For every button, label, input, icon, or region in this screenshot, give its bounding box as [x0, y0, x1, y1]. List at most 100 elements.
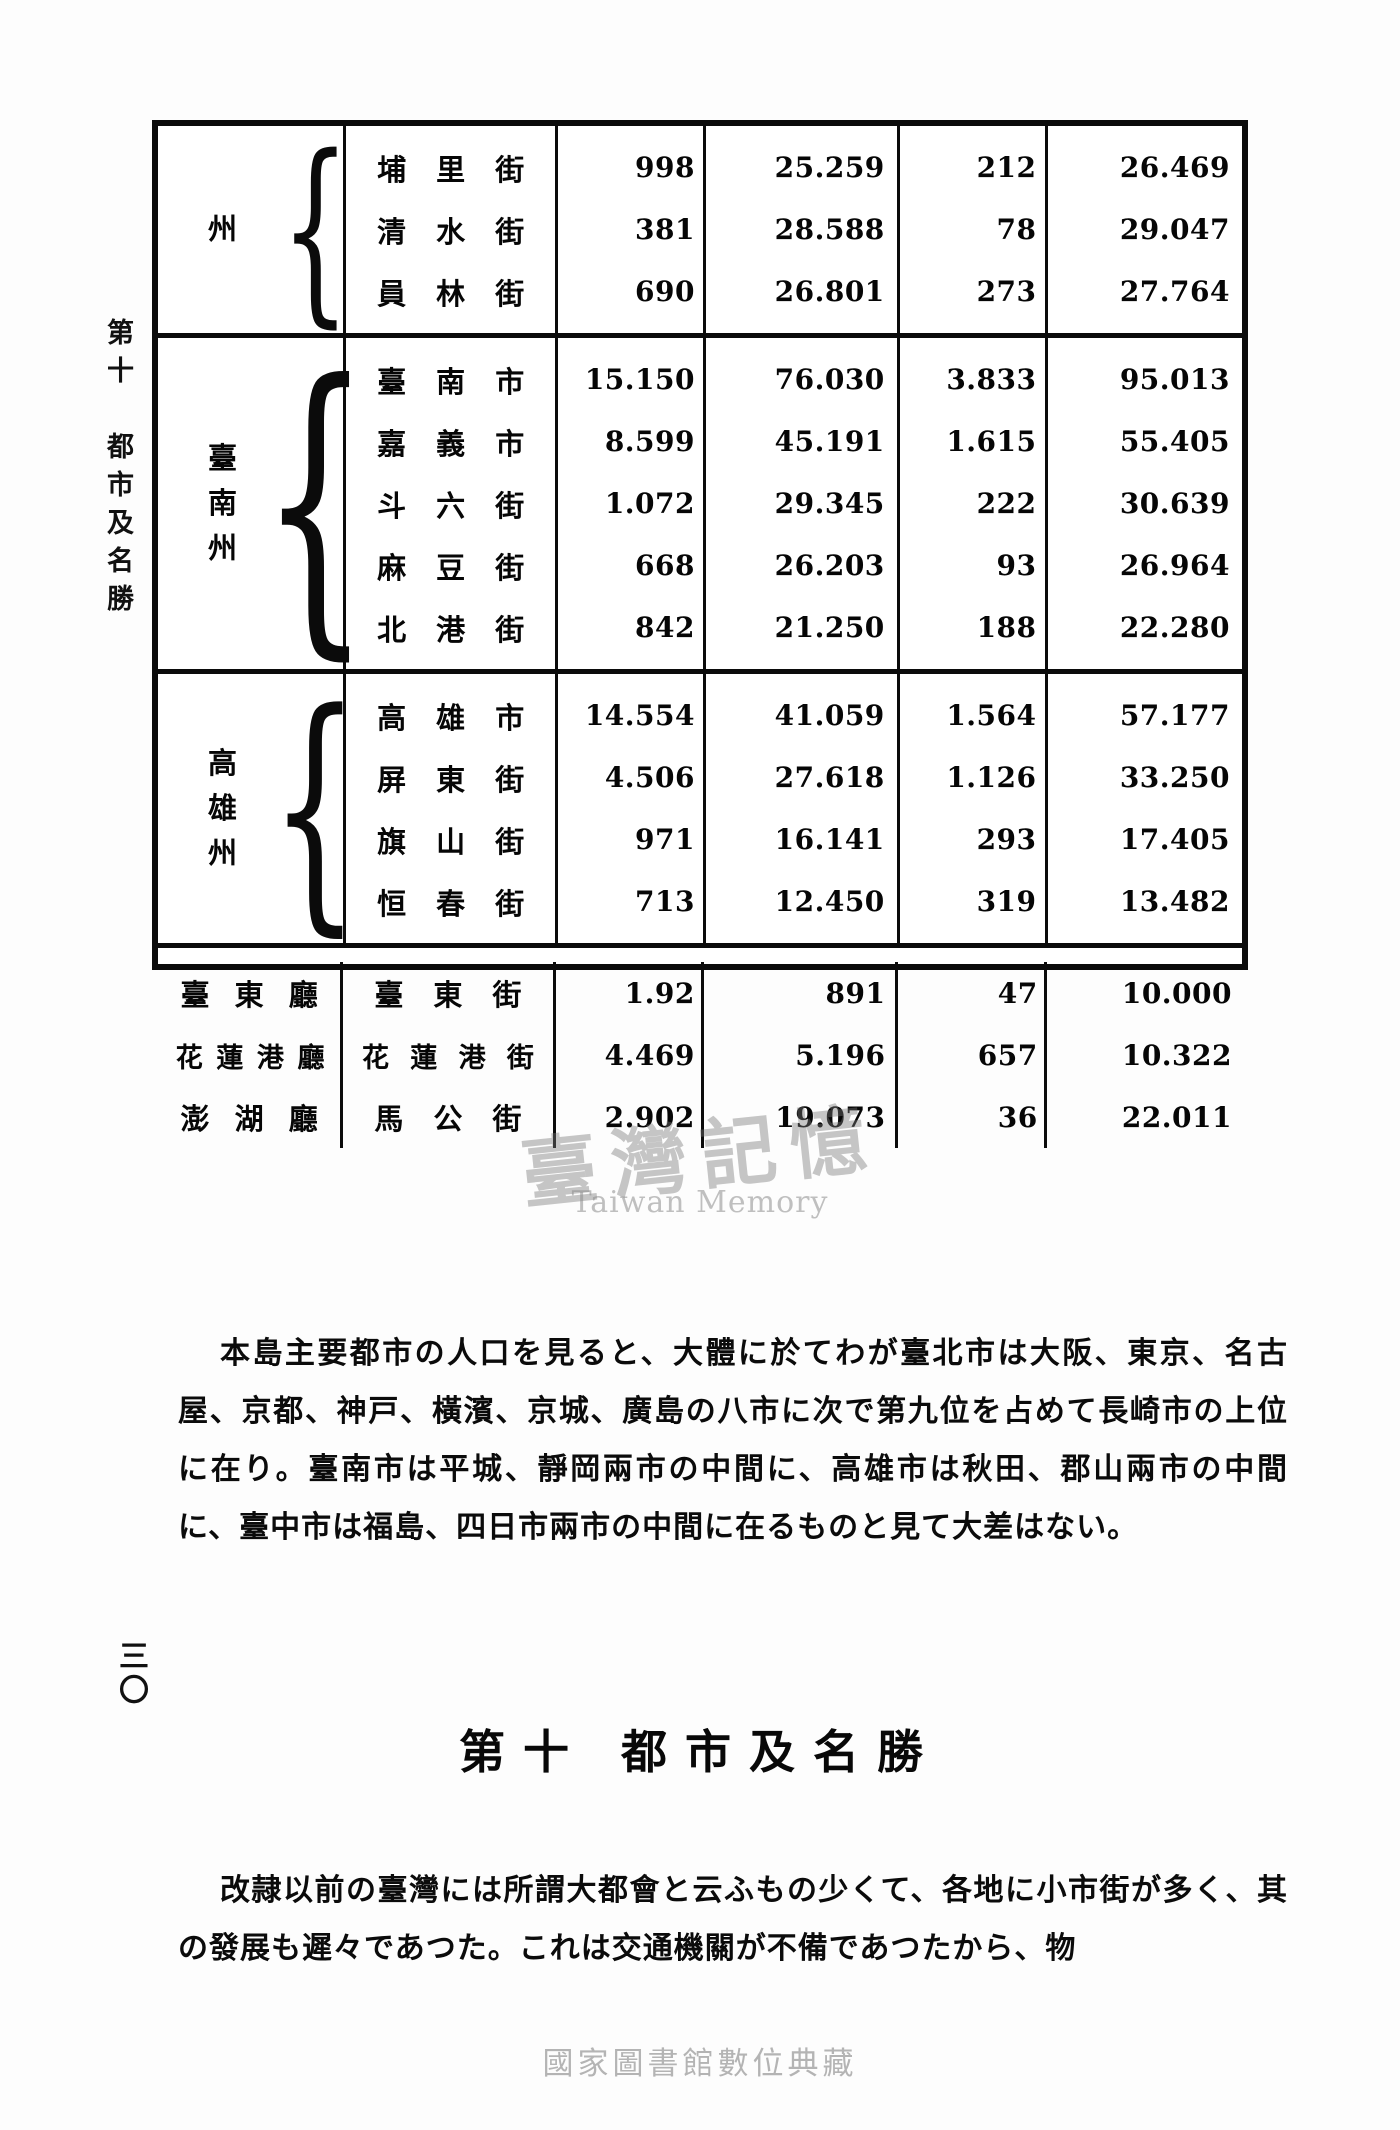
city-name: 員林街 — [346, 271, 555, 313]
table-row: 澎湖廳馬公街 2.902 19.073 36 22.011 — [158, 1086, 1242, 1148]
city-name-char: 里 — [436, 152, 466, 187]
section-heading-number: 第十 — [459, 1725, 587, 1779]
prefecture-cell: 臺東廳 — [158, 962, 340, 1024]
city-name: 高雄市 — [346, 695, 555, 737]
city-name-column: 高雄市屏東街旗山街恒春街 — [343, 674, 555, 943]
table-cell-number: 33.250 — [1119, 761, 1230, 794]
table-cell-number: 891 — [700, 962, 896, 1024]
table-cell-number: 381 — [635, 213, 695, 246]
table-cell-number: 30.639 — [1119, 487, 1230, 520]
table-cell-number: 14.554 — [584, 699, 695, 732]
prefecture-char: 東 — [234, 978, 264, 1012]
data-column: 212 78 273 — [896, 126, 1045, 333]
city-name-char: 臺 — [374, 978, 404, 1012]
section-heading-title: 都市及名勝 — [621, 1725, 941, 1779]
table-cell-number: 212 — [976, 151, 1037, 184]
population-statistics-table: 州{埔里街清水街員林街 998 381 690 25.259 28.588 26.801 21… — [152, 120, 1248, 1148]
table-group: 臺南州{臺南市嘉義市斗六街麻豆街北港街 15.150 8.599 1.072 668 84… — [158, 338, 1242, 674]
table-cell-number: 668 — [635, 549, 695, 582]
city-name: 旗山街 — [346, 819, 555, 861]
city-name-char: 南 — [436, 364, 466, 399]
city-name-char: 街 — [495, 488, 525, 523]
table-cell-number: 1.564 — [946, 699, 1037, 732]
table-cell-number: 293 — [976, 823, 1037, 856]
city-name: 麻豆街 — [346, 545, 555, 587]
table-cell-number: 57.177 — [1119, 699, 1230, 732]
curly-brace-icon: { — [259, 319, 371, 687]
city-name-char: 六 — [436, 488, 466, 523]
data-column: 95.013 55.405 30.639 26.964 22.280 — [1044, 338, 1242, 669]
table-row: 花蓮港廳花蓮港街 4.469 5.196 657 10.322 — [158, 1024, 1242, 1086]
table-cell-number: 1.126 — [946, 761, 1037, 794]
city-name-char: 屏 — [377, 762, 407, 797]
table-row: 員林街 — [346, 261, 555, 323]
body-paragraph-2: 改隷以前の臺灣には所謂大都會と云ふもの少くて、各地に小市街が多く、其の發展も遲々… — [178, 1873, 1288, 1966]
table-row: 清水街 — [346, 199, 555, 261]
city-name-char: 馬 — [374, 1102, 404, 1136]
watermark-latin: Taiwan Memory — [571, 1185, 829, 1220]
prefecture-char: 花 — [175, 1042, 203, 1074]
city-name-char: 花 — [361, 1042, 389, 1074]
brace-cell: { — [259, 319, 371, 687]
prefecture-char: 臺 — [208, 441, 238, 476]
prefecture-label: 州 — [158, 207, 287, 252]
table-cell-number: 1.072 — [604, 487, 695, 520]
prefecture-cell: 高雄州 — [158, 674, 287, 943]
curly-brace-icon: { — [269, 657, 361, 958]
table-cell-number: 26.469 — [1119, 151, 1230, 184]
table-cell-number: 222 — [976, 487, 1037, 520]
data-column: 998 381 690 — [555, 126, 703, 333]
city-name-char: 嘉 — [377, 426, 407, 461]
table-cell-number: 47 — [895, 962, 1043, 1024]
table-cell-number: 26.964 — [1119, 549, 1230, 582]
table-cell-number: 690 — [635, 275, 695, 308]
table-row: 臺東廳臺東街 1.92 891 47 10.000 — [158, 962, 1242, 1024]
table-row: 嘉義市 — [346, 411, 555, 473]
table-cell-number: 12.450 — [774, 885, 885, 918]
table-row: 屏東街 — [346, 747, 555, 809]
table-group: 臺東廳臺東街 1.92 891 47 10.000 花蓮港廳花蓮港街 4.469 5.196 6… — [158, 948, 1242, 1162]
table-cell-number: 19.073 — [700, 1086, 896, 1148]
table-row: 臺南市 — [346, 349, 555, 411]
city-name: 埔里街 — [346, 147, 555, 189]
city-name-char: 高 — [377, 700, 407, 735]
table-cell-number: 3.833 — [946, 363, 1037, 396]
city-name-column: 埔里街清水街員林街 — [343, 126, 555, 333]
city-name-char: 恒 — [377, 886, 407, 921]
city-name-char: 街 — [495, 152, 525, 187]
table-cell-number: 188 — [976, 611, 1037, 644]
table-cell-number: 998 — [635, 151, 695, 184]
city-name-char: 旗 — [377, 824, 407, 859]
prefecture-char: 澎 — [180, 1102, 210, 1136]
table-cell-number: 29.345 — [774, 487, 885, 520]
data-column: 25.259 28.588 26.801 — [703, 126, 897, 333]
city-name-char: 麻 — [377, 550, 407, 585]
data-column: 57.177 33.250 17.405 13.482 — [1044, 674, 1242, 943]
prefecture-char: 雄 — [208, 791, 238, 826]
table-group: 州{埔里街清水街員林街 998 381 690 25.259 28.588 26.801 21… — [158, 126, 1242, 338]
table-cell-number: 1.92 — [552, 962, 701, 1024]
table-cell-number: 8.599 — [604, 425, 695, 458]
table-cell-number: 10.322 — [1043, 1024, 1242, 1086]
city-name-char: 雄 — [436, 700, 466, 735]
city-name-char: 街 — [495, 550, 525, 585]
body-paragraph-1: 本島主要都市の人口を見ると、大體に於てわが臺北市は大阪、東京、名古屋、京都、神戸… — [178, 1336, 1288, 1545]
city-name-char: 斗 — [377, 488, 407, 523]
city-name-char: 林 — [436, 276, 466, 311]
table-cell-number: 1.615 — [946, 425, 1037, 458]
table-cell-number: 93 — [996, 549, 1037, 582]
city-name-char: 街 — [495, 886, 525, 921]
table-cell-number: 26.801 — [774, 275, 885, 308]
city-name-char: 北 — [377, 612, 407, 647]
city-name: 屏東街 — [346, 757, 555, 799]
city-name-char: 街 — [495, 762, 525, 797]
prefecture-char: 港 — [256, 1042, 284, 1074]
data-column: 76.030 45.191 29.345 26.203 21.250 — [703, 338, 897, 669]
table-row: 斗六街 — [346, 473, 555, 535]
table-cell-number: 10.000 — [1043, 962, 1242, 1024]
city-name-char: 街 — [495, 214, 525, 249]
city-name: 馬公街 — [343, 1096, 552, 1138]
city-name-column: 臺南市嘉義市斗六街麻豆街北港街 — [343, 338, 555, 669]
section-heading: 第十 都市及名勝 — [0, 1716, 1400, 1782]
table-cell-number: 27.618 — [774, 761, 885, 794]
